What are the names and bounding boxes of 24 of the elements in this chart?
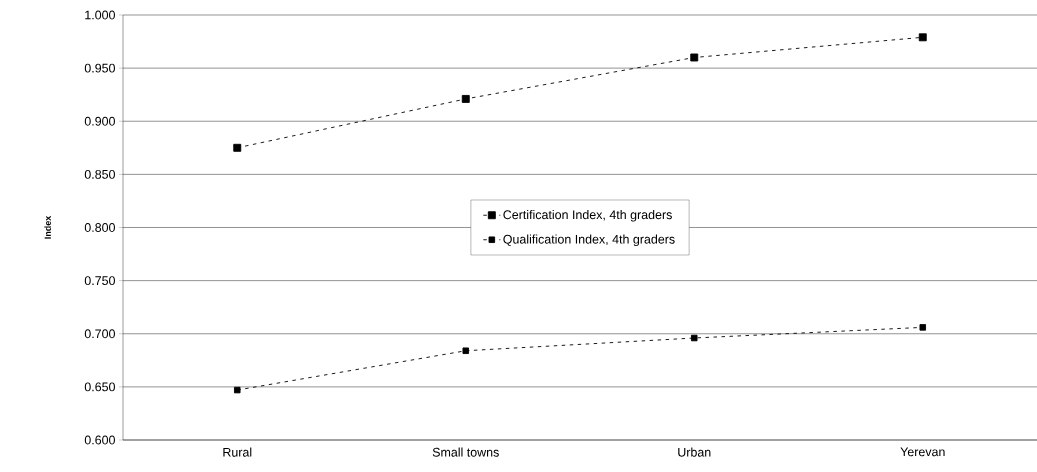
y-axis-title: Index — [44, 215, 51, 239]
y-tick-label: 0.700 — [84, 329, 115, 339]
x-tick-label: Rural — [223, 447, 252, 457]
x-tick-label: Urban — [678, 447, 711, 457]
point — [461, 94, 470, 103]
x-tick-label: Yerevan — [900, 447, 945, 457]
x-tick-label: Small towns — [432, 447, 499, 457]
legend-label: Qualification Index, 4th graders — [503, 234, 675, 247]
y-tick-label: 0.600 — [84, 435, 115, 445]
point — [919, 324, 927, 331]
y-tick-label: 0.850 — [84, 169, 115, 179]
point — [233, 143, 242, 152]
point — [234, 386, 241, 394]
point — [691, 334, 698, 342]
point — [462, 347, 469, 354]
point — [690, 53, 699, 62]
y-tick-label: 0.750 — [84, 276, 115, 286]
legend-label: Certification Index, 4th graders — [503, 209, 672, 222]
y-tick-label: 0.900 — [84, 116, 115, 126]
point — [918, 33, 927, 42]
y-tick-label: 1.000 — [85, 10, 115, 20]
y-tick-label: 0.650 — [84, 382, 115, 392]
y-tick-label: 0.950 — [84, 63, 115, 73]
y-tick-label: 0.800 — [84, 223, 115, 232]
